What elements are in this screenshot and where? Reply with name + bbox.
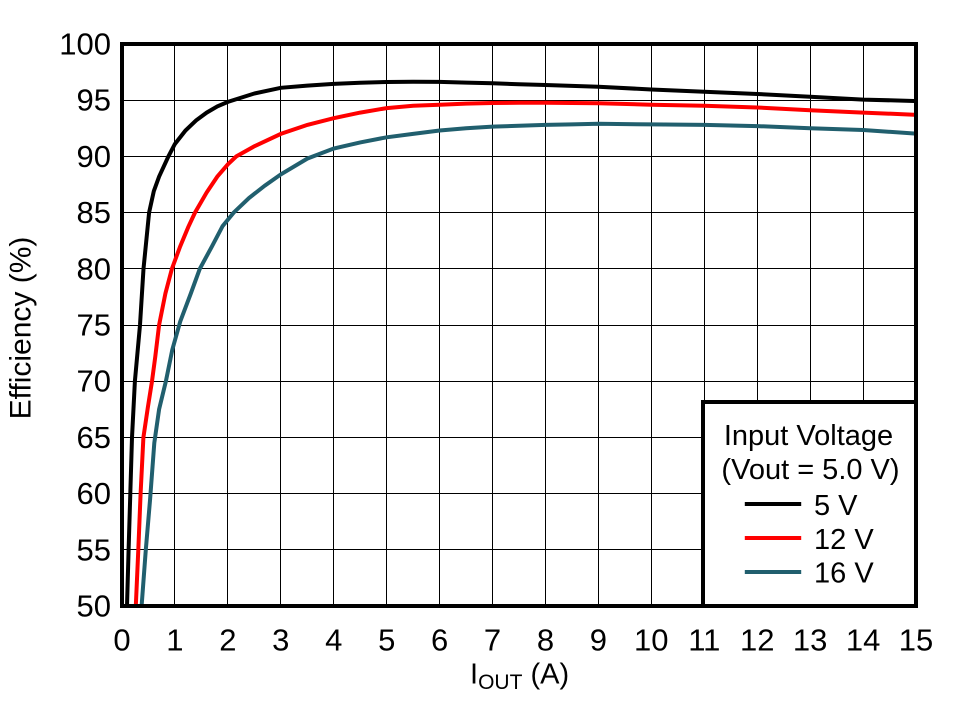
svg-text:55: 55 bbox=[77, 532, 111, 567]
svg-text:70: 70 bbox=[77, 364, 111, 399]
svg-text:(Vout = 5.0 V): (Vout = 5.0 V) bbox=[721, 454, 899, 486]
svg-text:5 V: 5 V bbox=[814, 490, 858, 522]
svg-text:Input Voltage: Input Voltage bbox=[724, 420, 893, 452]
svg-text:15: 15 bbox=[899, 623, 933, 658]
svg-text:12 V: 12 V bbox=[814, 524, 874, 556]
svg-text:8: 8 bbox=[537, 623, 554, 658]
svg-text:2: 2 bbox=[219, 623, 236, 658]
svg-text:Efficiency (%): Efficiency (%) bbox=[5, 237, 38, 420]
svg-text:95: 95 bbox=[77, 83, 111, 118]
svg-text:1: 1 bbox=[166, 623, 183, 658]
svg-text:4: 4 bbox=[325, 623, 342, 658]
svg-text:90: 90 bbox=[77, 139, 111, 174]
svg-text:5: 5 bbox=[378, 623, 395, 658]
svg-text:14: 14 bbox=[846, 623, 880, 658]
svg-text:85: 85 bbox=[77, 195, 111, 230]
svg-text:11: 11 bbox=[688, 623, 720, 658]
svg-text:3: 3 bbox=[272, 623, 289, 658]
svg-text:75: 75 bbox=[77, 308, 111, 343]
svg-text:16 V: 16 V bbox=[814, 558, 874, 590]
svg-text:10: 10 bbox=[634, 623, 668, 658]
svg-text:50: 50 bbox=[77, 589, 111, 624]
svg-text:65: 65 bbox=[77, 420, 111, 455]
svg-text:7: 7 bbox=[484, 623, 501, 658]
svg-text:60: 60 bbox=[77, 476, 111, 511]
svg-text:13: 13 bbox=[793, 623, 827, 658]
svg-text:12: 12 bbox=[740, 623, 774, 658]
svg-text:9: 9 bbox=[590, 623, 607, 658]
svg-text:6: 6 bbox=[431, 623, 448, 658]
svg-text:0: 0 bbox=[113, 623, 130, 658]
svg-text:80: 80 bbox=[77, 251, 111, 286]
svg-text:100: 100 bbox=[59, 27, 111, 62]
